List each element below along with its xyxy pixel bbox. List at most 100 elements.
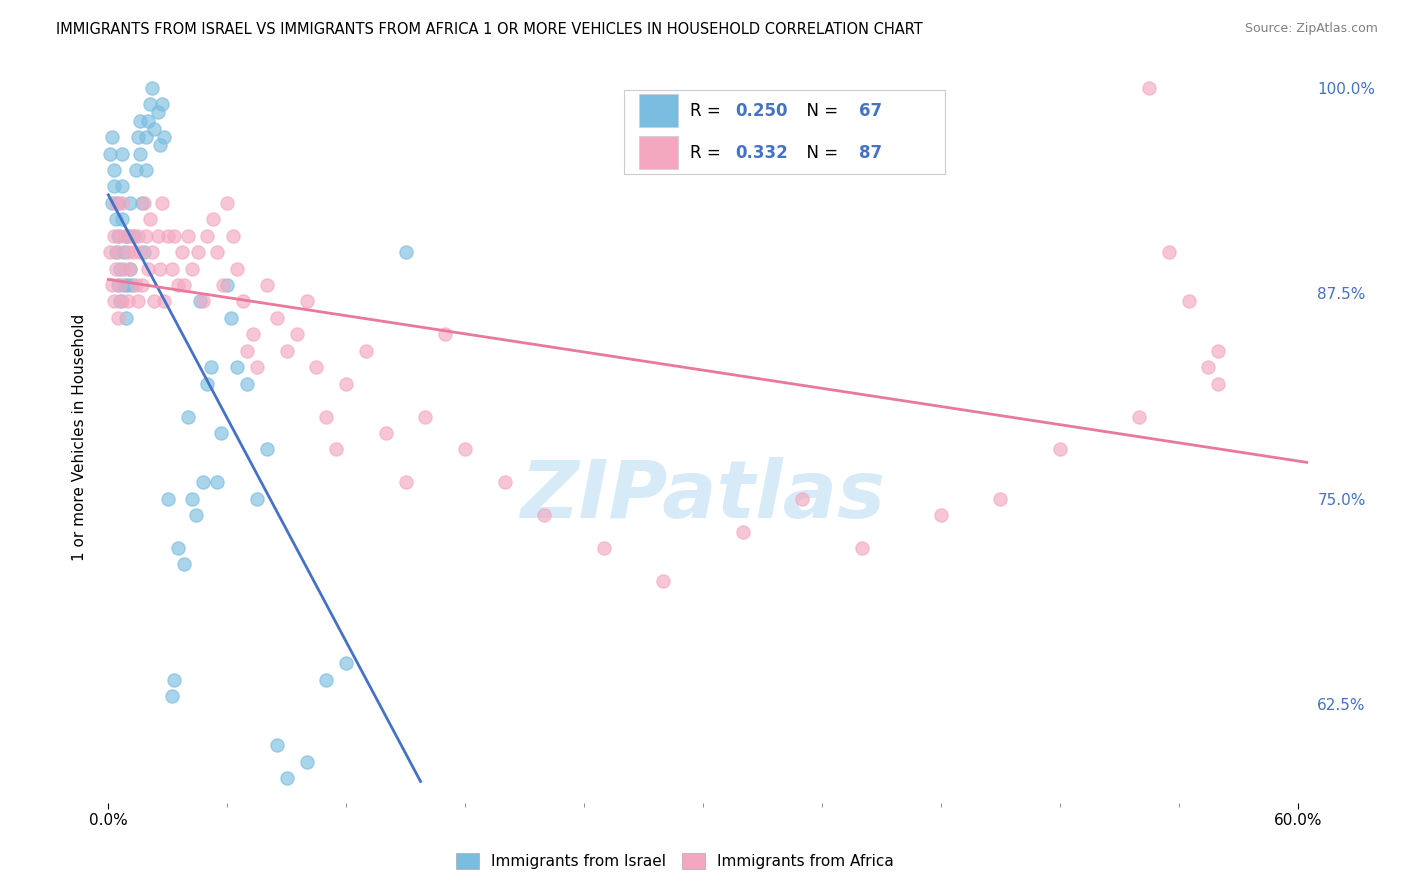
Point [180,491,202,506]
Point [276,771,298,785]
Point [354,343,377,358]
Point [454,442,477,457]
Point [107,195,129,210]
Point [141,245,163,260]
Point [98,146,121,161]
Point [103,179,125,194]
Point [117,294,139,309]
Point [156,228,179,243]
Point [139,212,162,227]
Point [112,278,135,293]
Point [111,179,134,194]
Point [125,163,148,178]
Point [115,228,138,243]
Point [103,228,125,243]
Point [335,376,357,391]
Point [121,228,143,243]
Point [193,475,215,490]
Point [232,294,254,309]
Point [146,228,169,243]
Point [170,245,193,260]
Point [176,409,198,424]
Point [163,673,186,687]
Text: 67: 67 [859,102,882,120]
Text: 0.332: 0.332 [735,144,789,161]
Point [103,163,125,178]
Point [217,195,239,210]
Point [790,491,813,506]
Point [121,278,143,293]
Text: N =: N = [796,144,844,161]
Text: 87: 87 [859,144,882,161]
Point [186,245,208,260]
Text: 0.250: 0.250 [735,102,789,120]
Point [533,508,555,523]
Point [149,261,172,276]
Point [202,212,225,227]
Point [107,245,129,260]
Point [112,245,135,260]
Point [105,245,128,260]
Point [315,409,337,424]
Point [1157,245,1180,260]
Point [988,491,1011,506]
Point [207,245,229,260]
Point [197,376,219,391]
Point [132,195,155,210]
Point [266,739,288,753]
Point [122,228,145,243]
Point [415,409,437,424]
Point [98,245,121,260]
Point [110,278,132,293]
Text: N =: N = [796,102,844,120]
Point [246,360,269,375]
Point [103,294,125,309]
Point [395,245,418,260]
Point [315,673,337,687]
Point [652,574,675,588]
Point [160,689,183,703]
Point [173,558,195,572]
FancyBboxPatch shape [638,136,678,169]
Point [131,195,153,210]
Point [193,294,215,309]
Point [1198,360,1220,375]
Text: R =: R = [690,102,725,120]
Point [120,195,142,210]
Point [136,113,159,128]
Point [122,245,145,260]
Point [266,310,288,325]
Point [129,146,152,161]
Point [1049,442,1071,457]
Point [150,195,173,210]
Point [112,261,135,276]
Point [242,327,264,342]
Point [395,475,418,490]
Point [150,97,173,112]
Legend: Immigrants from Israel, Immigrants from Africa: Immigrants from Israel, Immigrants from … [450,847,900,875]
Point [110,294,132,309]
Point [212,278,235,293]
Point [209,425,232,440]
Point [111,146,134,161]
Point [142,294,165,309]
Point [107,278,129,293]
Point [180,261,202,276]
Point [173,278,195,293]
Point [929,508,952,523]
Point [851,541,873,555]
Point [494,475,516,490]
Point [593,541,616,555]
Point [136,261,159,276]
FancyBboxPatch shape [624,90,945,174]
Point [125,278,148,293]
Point [153,130,176,145]
Point [127,294,149,309]
Point [135,163,157,178]
Text: IMMIGRANTS FROM ISRAEL VS IMMIGRANTS FROM AFRICA 1 OR MORE VEHICLES IN HOUSEHOLD: IMMIGRANTS FROM ISRAEL VS IMMIGRANTS FRO… [56,22,922,37]
Text: ZIPatlas: ZIPatlas [520,457,886,534]
Point [105,212,128,227]
Point [107,228,129,243]
Point [115,228,138,243]
Point [110,228,132,243]
